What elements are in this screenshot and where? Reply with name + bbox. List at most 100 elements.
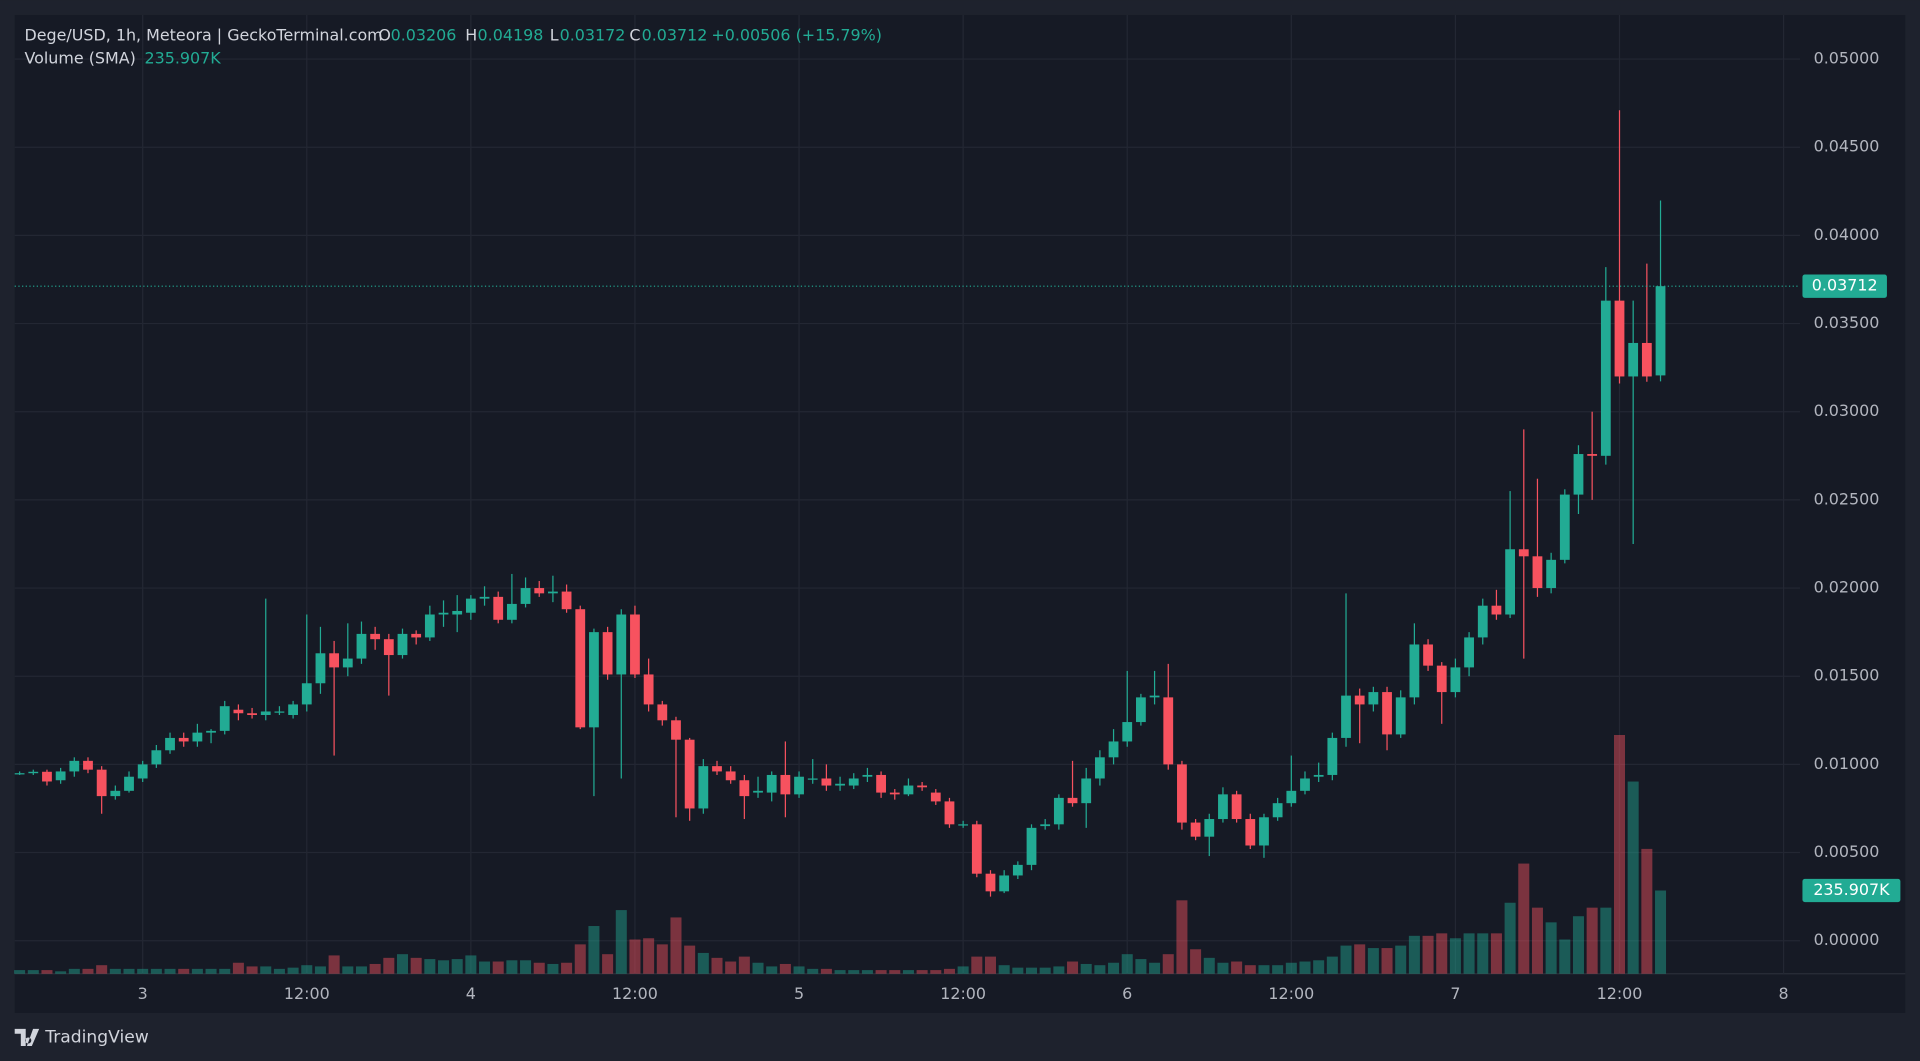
volume-bar <box>1436 933 1448 974</box>
candle-body <box>438 612 449 615</box>
volume-bar <box>670 917 682 974</box>
volume-bar <box>355 966 367 974</box>
volume-bar <box>465 955 477 974</box>
last-price-label: 0.03712 <box>1812 276 1878 295</box>
candle-body <box>876 774 886 793</box>
high-value: 0.04198 <box>478 25 544 44</box>
volume-bar <box>561 962 573 974</box>
volume-bar <box>547 963 559 974</box>
candle-body <box>712 766 722 772</box>
y-tick-label: 0.03500 <box>1814 313 1880 332</box>
candle-body <box>356 633 367 659</box>
volume-bar <box>1422 935 1434 974</box>
candle-body <box>1341 695 1351 738</box>
candle-body <box>766 774 777 793</box>
change-label: +0.00506 (+15.79%) <box>711 25 882 44</box>
volume-bar <box>82 968 94 974</box>
volume-bar <box>383 957 395 974</box>
candle-body <box>889 792 900 795</box>
volume-bar <box>1559 939 1571 974</box>
candle-body <box>1136 697 1146 723</box>
volume-bar <box>684 945 696 974</box>
volume-bar <box>1354 944 1366 974</box>
close-letter: C <box>629 25 640 44</box>
candle-body <box>165 737 175 751</box>
volume-bar <box>1340 945 1352 974</box>
brand: TradingView <box>14 1027 149 1047</box>
candle-body <box>807 778 818 780</box>
volume-bar <box>1039 967 1051 974</box>
candle-body <box>1053 797 1064 825</box>
chart-pane <box>14 14 1906 1013</box>
candle-body <box>110 790 121 797</box>
candle-body <box>821 778 832 786</box>
candle-body <box>1505 549 1516 615</box>
volume-bar <box>1490 933 1502 974</box>
candle-body <box>999 875 1010 892</box>
volume-bar <box>1094 965 1106 974</box>
volume-bar <box>27 970 39 974</box>
candle-body <box>28 771 39 774</box>
candle-body <box>1354 695 1365 705</box>
volume-bar <box>246 966 258 974</box>
y-tick-label: 0.04000 <box>1814 225 1880 244</box>
y-tick-label: 0.00000 <box>1814 930 1880 949</box>
volume-bar <box>1053 966 1065 974</box>
brand-logo <box>14 1028 40 1047</box>
candle-body <box>233 709 244 714</box>
candle-body <box>1327 737 1338 775</box>
candle-body <box>247 713 257 716</box>
volume-bar <box>1518 863 1530 974</box>
candle-body <box>657 704 668 721</box>
volume-bar <box>1326 956 1338 974</box>
volume-bar <box>1231 961 1243 974</box>
volume-bar <box>943 968 955 974</box>
candle-body <box>1546 559 1557 589</box>
volume-bar <box>697 952 709 974</box>
axes: 0.00000 0.00500 0.01000 0.01500 0.02000 0.025… <box>14 49 1901 1003</box>
candle-body <box>124 776 134 791</box>
candles <box>14 110 1666 897</box>
volume-bar <box>1080 963 1092 974</box>
candle-body <box>329 653 340 668</box>
candle-body <box>1614 300 1625 377</box>
volume-bar <box>55 971 67 974</box>
volume-bar <box>1586 907 1598 974</box>
candle-body <box>1518 549 1529 557</box>
candle-body <box>958 824 969 826</box>
candle-body <box>206 730 216 733</box>
candle-body <box>14 773 25 775</box>
volume-bar <box>1613 734 1626 974</box>
y-tick-label: 0.02000 <box>1814 578 1880 597</box>
volume-bar <box>602 954 614 974</box>
candle-body <box>1395 697 1406 735</box>
x-tick-label: 8 <box>1779 984 1789 1003</box>
candle-body <box>1600 300 1611 456</box>
candle-body <box>315 653 326 684</box>
volume-bar <box>533 962 545 974</box>
candle-body <box>1231 794 1242 820</box>
candle-body <box>725 771 736 781</box>
candle-body <box>1286 790 1297 804</box>
volume-bar <box>123 968 135 974</box>
x-tick-label: 7 <box>1450 984 1460 1003</box>
y-tick-label: 0.02500 <box>1814 489 1880 508</box>
volume-bar <box>314 966 326 974</box>
close-value: 0.03712 <box>642 25 708 44</box>
volume-bar <box>574 944 586 974</box>
volume-bar <box>1504 902 1516 974</box>
volume-bar <box>1012 967 1024 974</box>
low-letter: L <box>550 25 559 44</box>
volume-bar <box>725 961 737 974</box>
candle-body <box>288 704 298 716</box>
candle-body <box>684 739 695 809</box>
volume-bar <box>1258 965 1270 974</box>
candle-body <box>479 596 490 599</box>
volume-bar <box>164 968 176 974</box>
volume-bar <box>68 968 80 974</box>
candle-body <box>1641 342 1652 377</box>
candle-body <box>561 591 572 610</box>
candle-body <box>1628 342 1639 377</box>
volume-bar <box>834 970 846 974</box>
